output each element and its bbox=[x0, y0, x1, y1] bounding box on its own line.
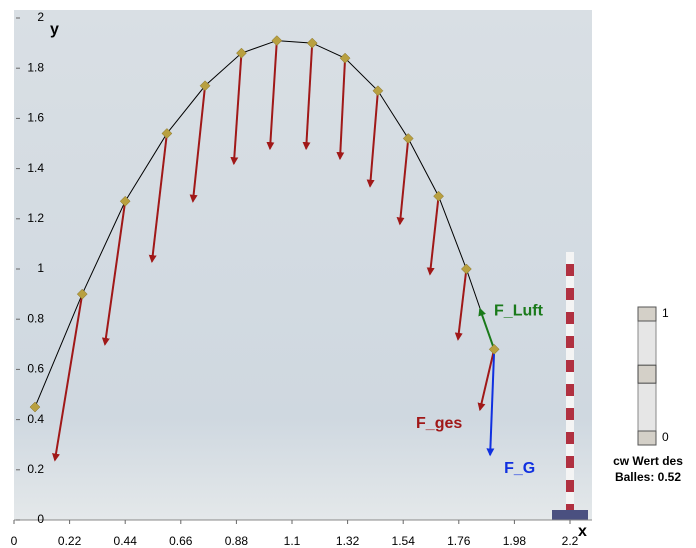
y-tick-label: 0 bbox=[37, 512, 44, 526]
x-tick-label: 0.66 bbox=[169, 534, 193, 548]
force-arrow bbox=[148, 133, 168, 264]
force-arrow bbox=[426, 196, 440, 276]
slider-down-button[interactable] bbox=[637, 430, 657, 446]
photo-background bbox=[14, 10, 592, 520]
y-tick-label: 1.2 bbox=[27, 211, 44, 225]
force-arrow bbox=[302, 43, 314, 151]
ball-position bbox=[306, 37, 318, 49]
ball-position bbox=[199, 80, 211, 92]
force-arrow bbox=[477, 349, 496, 412]
slider-min-label: 0 bbox=[662, 430, 669, 444]
force-arrow bbox=[101, 201, 127, 346]
ball-position bbox=[488, 343, 500, 355]
x-tick-label: 1.76 bbox=[447, 534, 471, 548]
force-arrow bbox=[266, 40, 278, 151]
y-tick-label: 1.6 bbox=[27, 111, 44, 125]
force-arrow bbox=[454, 268, 468, 341]
x-tick-label: 0.44 bbox=[114, 534, 138, 548]
ball-position bbox=[161, 128, 173, 139]
ball-position bbox=[119, 195, 131, 207]
y-tick-label: 0.8 bbox=[27, 311, 44, 325]
ball-position bbox=[433, 190, 444, 202]
ball-position bbox=[271, 35, 283, 46]
ball-position bbox=[236, 47, 247, 59]
x-tick-label: 1.98 bbox=[503, 534, 527, 548]
x-tick-label: 2.2 bbox=[562, 534, 579, 548]
trajectory bbox=[34, 40, 495, 408]
force-arrow bbox=[478, 307, 496, 350]
y-tick-label: 2 bbox=[37, 10, 44, 24]
x-tick-label: 0.88 bbox=[225, 534, 249, 548]
slider-caption: Balles: 0.52 bbox=[615, 470, 681, 484]
slider-thumb[interactable] bbox=[637, 364, 657, 384]
force-arrow bbox=[396, 138, 410, 226]
x-tick-label: 1.32 bbox=[336, 534, 360, 548]
ball-position bbox=[339, 52, 351, 64]
y-tick-label: 1.4 bbox=[27, 161, 44, 175]
force-arrow bbox=[189, 85, 207, 203]
x-axis-label: x bbox=[578, 523, 587, 540]
x-tick-label: 1.1 bbox=[284, 534, 301, 548]
measuring-stick bbox=[566, 252, 574, 516]
y-tick-label: 0.6 bbox=[27, 362, 44, 376]
y-tick-label: 0.2 bbox=[27, 462, 44, 476]
force-arrow bbox=[230, 53, 243, 166]
x-tick-label: 1.54 bbox=[392, 534, 416, 548]
slider-max-label: 1 bbox=[662, 306, 669, 320]
force-arrow bbox=[486, 349, 496, 457]
ball-position bbox=[402, 133, 414, 144]
slider-up-button[interactable] bbox=[637, 306, 657, 322]
force-label: F_ges bbox=[416, 415, 462, 432]
x-tick-label: 0.22 bbox=[58, 534, 82, 548]
slider-caption: cw Wert des bbox=[613, 454, 683, 468]
ball-position bbox=[461, 263, 472, 275]
y-axis-label: y bbox=[50, 21, 59, 38]
stick-base bbox=[552, 510, 588, 520]
ball-position bbox=[76, 288, 88, 300]
y-tick-label: 0.4 bbox=[27, 412, 44, 426]
y-tick-label: 1.8 bbox=[27, 60, 44, 74]
force-label: F_G bbox=[504, 460, 535, 477]
ball-position bbox=[29, 401, 41, 413]
force-label: F_Luft bbox=[494, 302, 544, 319]
force-arrow bbox=[366, 90, 379, 188]
ball-position bbox=[372, 85, 384, 97]
y-tick-label: 1 bbox=[37, 261, 44, 275]
force-arrow bbox=[52, 293, 84, 462]
x-tick-label: 0 bbox=[11, 534, 18, 548]
force-arrow bbox=[336, 58, 347, 161]
